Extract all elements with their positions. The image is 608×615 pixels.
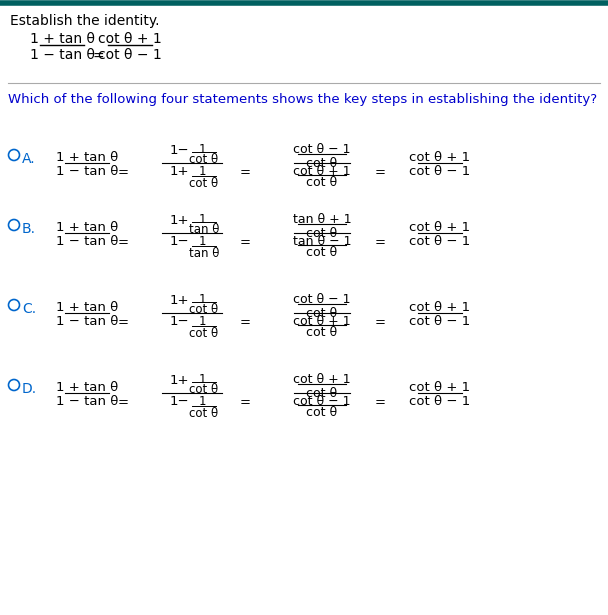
Text: 1 + tan θ: 1 + tan θ bbox=[56, 221, 118, 234]
Text: D.: D. bbox=[22, 382, 37, 396]
Text: tan θ + 1: tan θ + 1 bbox=[292, 213, 351, 226]
Text: 1 − tan θ: 1 − tan θ bbox=[56, 395, 118, 408]
Text: 1: 1 bbox=[198, 165, 206, 178]
Text: =: = bbox=[375, 396, 386, 409]
Text: 1 − tan θ: 1 − tan θ bbox=[56, 315, 118, 328]
Text: cot θ: cot θ bbox=[306, 227, 337, 240]
Text: cot θ: cot θ bbox=[306, 326, 337, 339]
Text: 1−: 1− bbox=[170, 395, 190, 408]
Text: 1: 1 bbox=[198, 213, 206, 226]
Text: 1: 1 bbox=[198, 315, 206, 328]
Text: cot θ: cot θ bbox=[306, 157, 337, 170]
Text: cot θ: cot θ bbox=[190, 303, 218, 316]
Text: =: = bbox=[118, 236, 129, 249]
Text: =: = bbox=[375, 316, 386, 329]
Text: cot θ: cot θ bbox=[190, 383, 218, 396]
Text: 1: 1 bbox=[198, 143, 206, 156]
Text: 1: 1 bbox=[198, 395, 206, 408]
Text: cot θ + 1: cot θ + 1 bbox=[409, 151, 471, 164]
Text: 1 − tan θ: 1 − tan θ bbox=[30, 48, 94, 62]
Text: cot θ + 1: cot θ + 1 bbox=[293, 165, 351, 178]
Text: tan θ − 1: tan θ − 1 bbox=[292, 235, 351, 248]
Text: 1 − tan θ: 1 − tan θ bbox=[56, 165, 118, 178]
Text: cot θ + 1: cot θ + 1 bbox=[409, 381, 471, 394]
Text: =: = bbox=[375, 236, 386, 249]
Text: cot θ + 1: cot θ + 1 bbox=[409, 221, 471, 234]
Text: cot θ: cot θ bbox=[306, 307, 337, 320]
Text: 1−: 1− bbox=[170, 235, 190, 248]
Text: A.: A. bbox=[22, 152, 36, 166]
Text: cot θ − 1: cot θ − 1 bbox=[409, 395, 471, 408]
Text: cot θ − 1: cot θ − 1 bbox=[98, 48, 162, 62]
Text: 1+: 1+ bbox=[170, 374, 190, 387]
Text: C.: C. bbox=[22, 302, 36, 316]
Text: 1: 1 bbox=[198, 293, 206, 306]
Text: cot θ: cot θ bbox=[190, 177, 218, 190]
Text: B.: B. bbox=[22, 222, 36, 236]
Text: 1−: 1− bbox=[170, 144, 190, 157]
Text: cot θ + 1: cot θ + 1 bbox=[409, 301, 471, 314]
Text: cot θ − 1: cot θ − 1 bbox=[293, 143, 351, 156]
Text: =: = bbox=[92, 50, 103, 64]
Text: 1 + tan θ: 1 + tan θ bbox=[56, 381, 118, 394]
Text: 1 + tan θ: 1 + tan θ bbox=[56, 151, 118, 164]
Text: 1−: 1− bbox=[170, 315, 190, 328]
Text: 1 + tan θ: 1 + tan θ bbox=[56, 301, 118, 314]
Text: Establish the identity.: Establish the identity. bbox=[10, 14, 159, 28]
Text: =: = bbox=[375, 166, 386, 179]
Text: cot θ: cot θ bbox=[190, 153, 218, 166]
Text: 1: 1 bbox=[198, 373, 206, 386]
Text: cot θ: cot θ bbox=[306, 406, 337, 419]
Text: tan θ: tan θ bbox=[189, 247, 219, 260]
Text: cot θ − 1: cot θ − 1 bbox=[409, 165, 471, 178]
Text: cot θ: cot θ bbox=[190, 327, 218, 340]
Text: cot θ: cot θ bbox=[306, 176, 337, 189]
Text: cot θ − 1: cot θ − 1 bbox=[293, 395, 351, 408]
Text: tan θ: tan θ bbox=[189, 223, 219, 236]
Text: =: = bbox=[240, 316, 251, 329]
Text: 1: 1 bbox=[198, 235, 206, 248]
Text: cot θ + 1: cot θ + 1 bbox=[293, 315, 351, 328]
Text: cot θ − 1: cot θ − 1 bbox=[409, 235, 471, 248]
Text: 1+: 1+ bbox=[170, 294, 190, 307]
Text: =: = bbox=[240, 166, 251, 179]
Text: =: = bbox=[240, 396, 251, 409]
Text: cot θ + 1: cot θ + 1 bbox=[98, 32, 162, 46]
Text: cot θ: cot θ bbox=[190, 407, 218, 420]
Text: Which of the following four statements shows the key steps in establishing the i: Which of the following four statements s… bbox=[8, 93, 597, 106]
Text: cot θ + 1: cot θ + 1 bbox=[293, 373, 351, 386]
Text: 1+: 1+ bbox=[170, 214, 190, 227]
Text: cot θ − 1: cot θ − 1 bbox=[409, 315, 471, 328]
Text: 1 − tan θ: 1 − tan θ bbox=[56, 235, 118, 248]
Text: =: = bbox=[240, 236, 251, 249]
Text: cot θ: cot θ bbox=[306, 246, 337, 259]
Text: cot θ: cot θ bbox=[306, 387, 337, 400]
Text: =: = bbox=[118, 316, 129, 329]
Text: =: = bbox=[118, 166, 129, 179]
Text: 1+: 1+ bbox=[170, 165, 190, 178]
Text: =: = bbox=[118, 396, 129, 409]
Text: 1 + tan θ: 1 + tan θ bbox=[30, 32, 94, 46]
Text: cot θ − 1: cot θ − 1 bbox=[293, 293, 351, 306]
